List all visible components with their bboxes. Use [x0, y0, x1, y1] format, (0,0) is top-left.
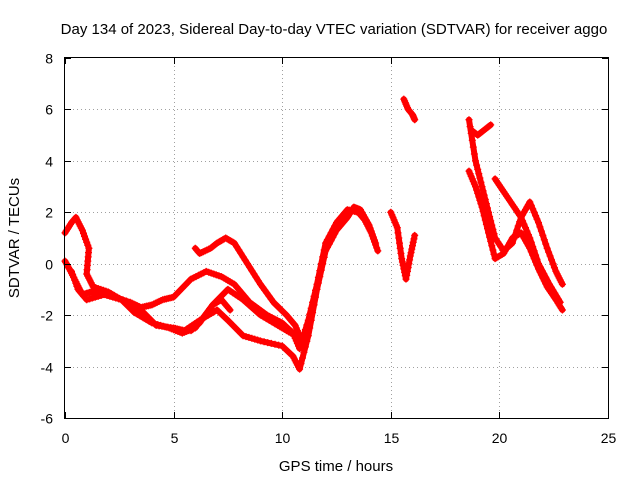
series-arc5	[187, 296, 234, 335]
series-arc4	[191, 234, 306, 345]
series-arc3	[68, 267, 304, 342]
y-tick-label: -6	[41, 411, 54, 427]
series-markers	[467, 121, 495, 139]
series-markers	[387, 208, 419, 283]
data-series	[61, 95, 566, 373]
axis-ticks: 0 5 10 15 20 25 -6 -4 -2 0 2 4 6 8	[41, 51, 617, 447]
series-markers	[187, 296, 234, 335]
series-arc7	[400, 95, 419, 124]
y-tick-label: -4	[41, 360, 54, 376]
x-axis-label: GPS time / hours	[279, 458, 393, 475]
x-tick-label: 5	[171, 430, 179, 446]
x-tick-label: 0	[62, 430, 70, 446]
y-tick-label: 0	[45, 257, 53, 273]
y-axis-label: SDTVAR / TECUs	[6, 178, 23, 298]
x-tick-label: 10	[275, 430, 291, 446]
x-tick-label: 20	[492, 430, 508, 446]
y-tick-label: 8	[45, 51, 53, 67]
series-arc11	[491, 175, 564, 306]
series-markers	[68, 267, 304, 342]
series-markers	[61, 206, 382, 353]
series-arc10	[467, 121, 495, 139]
y-tick-label: 2	[45, 205, 53, 221]
plot-frame	[64, 57, 609, 419]
series-markers	[400, 95, 419, 124]
y-tick-label: 6	[45, 102, 53, 118]
chart-title: Day 134 of 2023, Sidereal Day-to-day VTE…	[61, 21, 608, 38]
series-markers	[191, 234, 306, 345]
y-tick-label: -2	[41, 308, 54, 324]
series-arc6	[387, 208, 419, 283]
series-markers	[491, 175, 564, 306]
y-tick-label: 4	[45, 154, 53, 170]
x-tick-label: 15	[384, 430, 400, 446]
x-tick-label: 25	[601, 430, 617, 446]
series-arc2	[61, 206, 382, 353]
